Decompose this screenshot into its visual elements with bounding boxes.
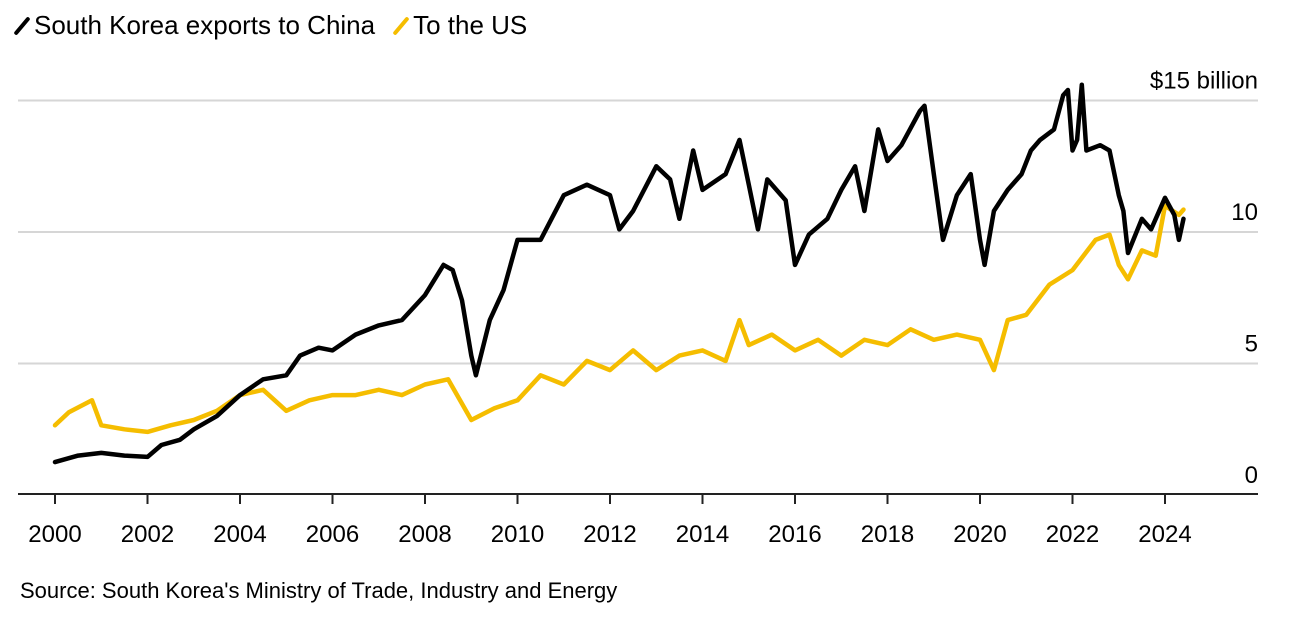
x-tick-label: 2000 <box>28 521 81 548</box>
x-tick-label: 2020 <box>953 521 1006 548</box>
x-tick-label: 2008 <box>398 521 451 548</box>
y-tick-label: 0 <box>1245 462 1258 489</box>
series-line-china <box>52 82 1186 465</box>
y-tick-label: 10 <box>1231 199 1258 226</box>
legend-item-us: To the US <box>392 10 528 41</box>
x-tick-label: 2006 <box>306 521 359 548</box>
x-tick-label: 2022 <box>1046 521 1099 548</box>
x-tick-label: 2018 <box>861 521 914 548</box>
series-line-us <box>52 203 1186 435</box>
x-tick-label: 2016 <box>768 521 821 548</box>
x-tick-label: 2004 <box>213 521 266 548</box>
x-tick-label: 2024 <box>1138 521 1191 548</box>
legend-label-china: South Korea exports to China <box>34 10 376 40</box>
x-tick-label: 2010 <box>491 521 544 548</box>
x-tick-label: 2012 <box>583 521 636 548</box>
x-tick-label: 2014 <box>676 521 729 548</box>
source-note: Source: South Korea's Ministry of Trade,… <box>20 578 618 603</box>
legend-label-us: To the US <box>413 10 528 40</box>
y-tick-label: 5 <box>1245 331 1258 358</box>
x-tick-label: 2002 <box>121 521 174 548</box>
legend-item-china: South Korea exports to China <box>13 10 376 41</box>
y-tick-label: $15 billion <box>1150 68 1258 95</box>
chart-legend: South Korea exports to China To the US <box>13 10 541 41</box>
